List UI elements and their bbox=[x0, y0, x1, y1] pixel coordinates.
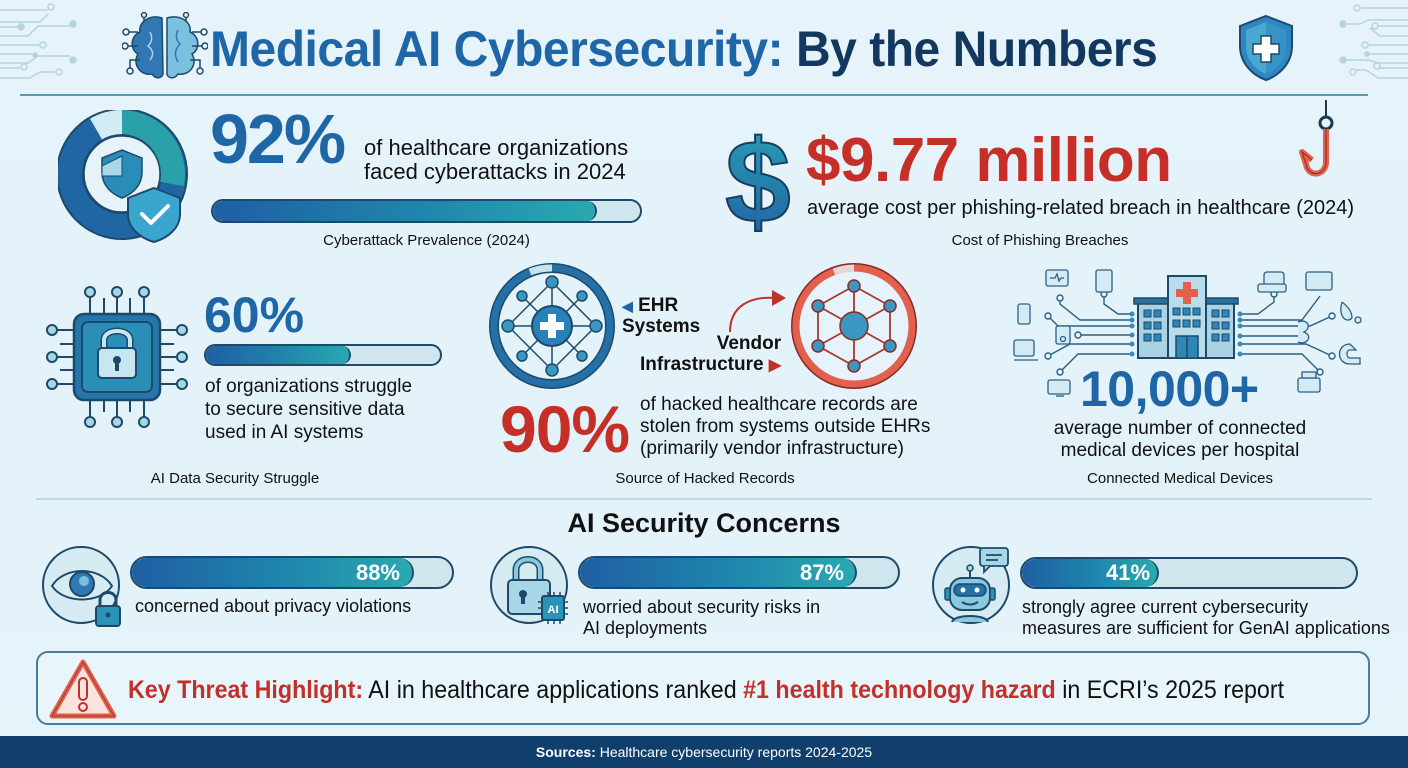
dollar-sign-icon: $ bbox=[724, 124, 792, 240]
key-threat-callout bbox=[36, 651, 1370, 725]
hacked-records-caption: Source of Hacked Records bbox=[615, 470, 795, 487]
security-risk-description: worried about security risks in AI deplo… bbox=[583, 597, 821, 638]
ai-data-stat-value: 60% bbox=[204, 287, 305, 343]
eye-lock-icon bbox=[50, 570, 121, 627]
hacked-records-stat-value: 90% bbox=[500, 392, 630, 466]
medical-shield-icon bbox=[1239, 14, 1293, 82]
progress-fill bbox=[580, 558, 857, 587]
progress-percent: 41% bbox=[1106, 560, 1151, 585]
progress-fill bbox=[206, 346, 352, 364]
vendor-infrastructure-label: Vendor Infrastructure ▶ bbox=[640, 333, 782, 375]
devices-stat-value: 10,000+ bbox=[1080, 361, 1259, 417]
genai-sufficiency-description: strongly agree current cybersecurity mea… bbox=[1022, 597, 1390, 638]
svg-text:AI: AI bbox=[548, 604, 559, 616]
phishing-caption: Cost of Phishing Breaches bbox=[951, 232, 1129, 249]
brain-circuit-icon bbox=[122, 12, 208, 79]
devices-description: average number of connected medical devi… bbox=[1053, 418, 1307, 461]
security-risk-progress-bar: 87% bbox=[578, 556, 900, 589]
phishing-cost-value: $9.77 million bbox=[806, 126, 1172, 195]
fish-hook-icon bbox=[1299, 100, 1334, 177]
curved-arrow-icon bbox=[729, 290, 786, 333]
vendor-network-icon bbox=[791, 263, 917, 389]
robot-chat-icon bbox=[944, 547, 1009, 623]
threat-highlight-text: Key Threat Highlight: AI in healthcare a… bbox=[128, 676, 1285, 704]
progress-percent: 88% bbox=[355, 559, 400, 585]
privacy-concern-description: concerned about privacy violations bbox=[135, 596, 412, 616]
donut-shield-check-icon bbox=[58, 110, 188, 244]
page-title: Medical AI Cybersecurity: By the Numbers bbox=[210, 21, 1158, 77]
privacy-concern-progress-bar: 88% bbox=[130, 556, 454, 589]
progress-fill bbox=[1022, 559, 1159, 587]
sources-footer: Sources: Healthcare cybersecurity report… bbox=[0, 736, 1408, 768]
header-divider bbox=[20, 94, 1368, 96]
hacked-records-description: of hacked healthcare records are stolen … bbox=[640, 394, 931, 459]
progress-fill bbox=[132, 558, 414, 587]
genai-sufficiency-progress-bar: 41% bbox=[1020, 557, 1358, 589]
section-divider bbox=[36, 498, 1372, 500]
svg-text:$: $ bbox=[725, 124, 791, 240]
chip-lock-icon bbox=[46, 286, 188, 428]
cyberattack-stat-value: 92% bbox=[210, 100, 346, 178]
cyberattack-description: of healthcare organizations faced cybera… bbox=[364, 135, 629, 185]
ai-data-progress-bar bbox=[204, 344, 442, 366]
ai-data-caption: AI Data Security Struggle bbox=[150, 470, 320, 487]
circuit-decoration-right bbox=[1339, 4, 1408, 79]
cyberattack-progress-bar bbox=[211, 199, 642, 223]
warning-triangle-icon bbox=[49, 659, 117, 719]
devices-caption: Connected Medical Devices bbox=[1087, 470, 1273, 487]
right-pointer-icon: ▶ bbox=[768, 356, 782, 374]
left-pointer-icon: ◀ bbox=[622, 298, 633, 314]
lock-ai-chip-icon: AI bbox=[507, 556, 568, 624]
hospital-network-icon bbox=[1013, 269, 1362, 397]
circuit-decoration-left bbox=[0, 3, 77, 79]
progress-fill bbox=[213, 201, 598, 221]
phishing-description: average cost per phishing-related breach… bbox=[807, 197, 1355, 219]
ehr-systems-label: ◀ EHR Systems bbox=[622, 295, 701, 337]
concerns-section-title: AI Security Concerns bbox=[567, 508, 841, 538]
cyberattack-caption: Cyberattack Prevalence (2024) bbox=[323, 232, 530, 249]
progress-percent: 87% bbox=[799, 559, 844, 585]
ai-data-description: of organizations struggle to secure sens… bbox=[205, 376, 413, 443]
ehr-network-icon bbox=[489, 263, 615, 389]
